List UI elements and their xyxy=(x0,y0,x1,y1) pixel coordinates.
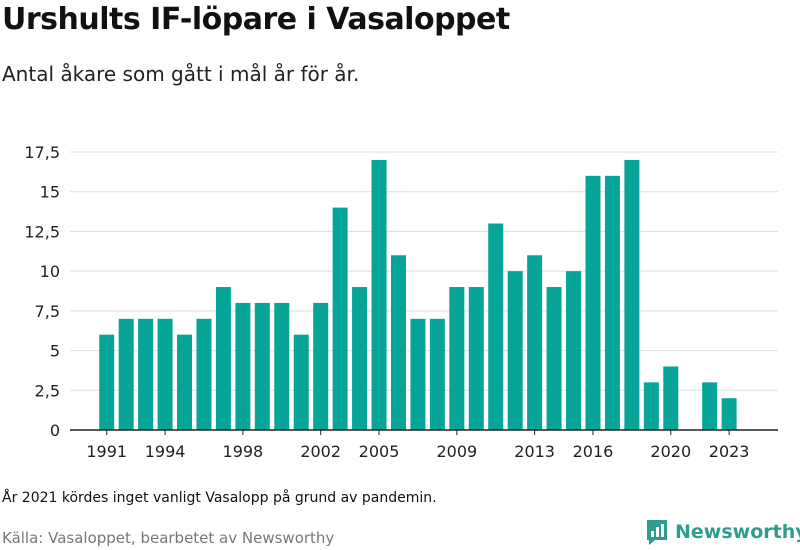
footnote: År 2021 kördes inget vanligt Vasalopp på… xyxy=(2,490,437,506)
bar-2005 xyxy=(371,159,387,430)
y-tick-label: 0 xyxy=(50,421,60,440)
bar-2002 xyxy=(313,302,329,430)
bar-2022 xyxy=(702,382,718,430)
x-tick-label: 1994 xyxy=(145,442,186,461)
bar-2009 xyxy=(449,287,465,430)
y-tick-label: 12,5 xyxy=(24,222,60,241)
bar-1992 xyxy=(118,318,134,430)
x-tick-label: 2005 xyxy=(359,442,400,461)
x-tick-label: 2020 xyxy=(650,442,691,461)
bar-2004 xyxy=(352,287,368,430)
chart-title: Urshults IF-löpare i Vasaloppet xyxy=(2,2,510,37)
bar-2015 xyxy=(566,271,582,430)
x-tick-label: 1998 xyxy=(223,442,264,461)
bar-1993 xyxy=(138,318,154,430)
bar-2006 xyxy=(390,255,406,430)
newsworthy-logo[interactable]: Newsworthy xyxy=(645,518,800,546)
axes: 0 2,5 5 7,5 10 12,5 15 17,5 1991 1994 1998 2002 2005… xyxy=(24,143,778,461)
source-credit: Källa: Vasaloppet, bearbetet av Newswort… xyxy=(2,529,335,547)
bar-1996 xyxy=(196,318,212,430)
y-tick-label: 10 xyxy=(40,262,60,281)
bar-2000 xyxy=(274,302,290,430)
y-tick-label: 2,5 xyxy=(35,381,60,400)
x-tick-label: 2002 xyxy=(300,442,341,461)
bars xyxy=(99,159,737,430)
bar-2012 xyxy=(507,271,523,430)
x-tick-label: 2016 xyxy=(573,442,614,461)
y-tick-label: 7,5 xyxy=(35,302,60,321)
y-tick-label: 15 xyxy=(40,183,60,202)
bar-2011 xyxy=(488,223,504,430)
bar-2007 xyxy=(410,318,426,430)
bar-2018 xyxy=(624,159,640,430)
bar-2001 xyxy=(293,334,309,430)
bar-1995 xyxy=(177,334,193,430)
bar-2013 xyxy=(527,255,543,430)
bar-2016 xyxy=(585,175,601,430)
bar-1994 xyxy=(157,318,173,430)
bar-2020 xyxy=(663,366,679,430)
brand-name: Newsworthy xyxy=(675,521,800,543)
bar-1991 xyxy=(99,334,115,430)
bar-2003 xyxy=(332,207,348,430)
bar-2019 xyxy=(643,382,659,430)
bar-2014 xyxy=(546,287,562,430)
bar-2010 xyxy=(468,287,484,430)
x-tick-label: 2023 xyxy=(709,442,750,461)
bar-1997 xyxy=(215,287,231,430)
x-tick-label: 2009 xyxy=(436,442,477,461)
bar-2023 xyxy=(721,398,737,430)
y-tick-label: 17,5 xyxy=(24,143,60,162)
newsworthy-logo-icon xyxy=(647,520,667,545)
y-tick-label: 5 xyxy=(50,342,60,361)
x-tick-label: 2013 xyxy=(514,442,555,461)
bar-2008 xyxy=(429,318,445,430)
bar-1998 xyxy=(235,302,251,430)
bar-2017 xyxy=(604,175,620,430)
chart-subtitle: Antal åkare som gått i mål år för år. xyxy=(2,62,360,86)
bar-1999 xyxy=(254,302,270,430)
x-tick-label: 1991 xyxy=(86,442,127,461)
